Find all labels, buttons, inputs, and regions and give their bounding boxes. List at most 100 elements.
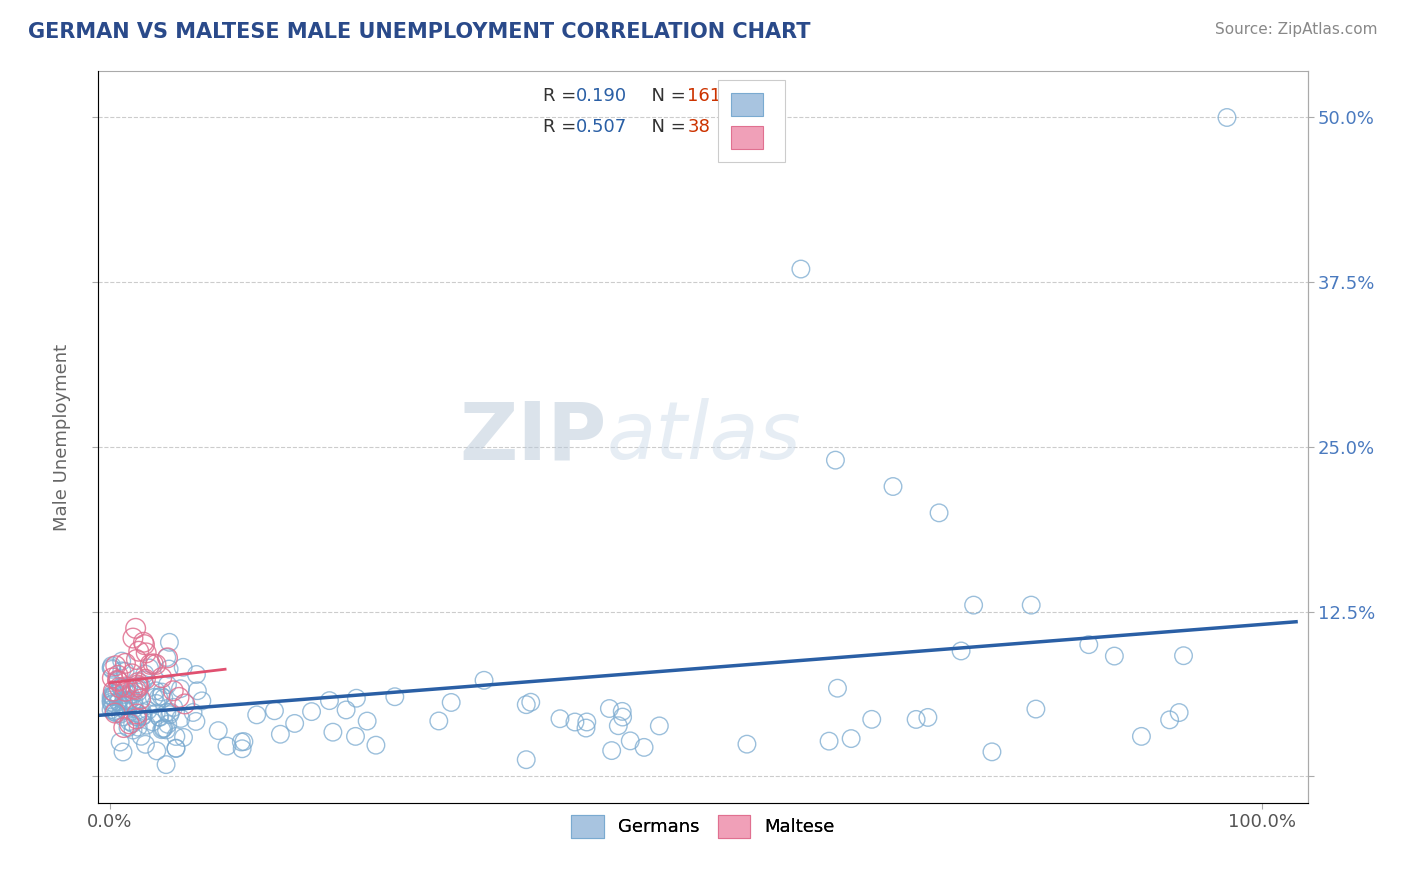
Point bbox=[114, 665, 136, 679]
Text: 161: 161 bbox=[688, 87, 721, 104]
Point bbox=[156, 650, 179, 665]
Point bbox=[1077, 638, 1099, 652]
Point bbox=[127, 678, 149, 692]
Point bbox=[107, 673, 129, 687]
Point bbox=[118, 717, 141, 731]
Point bbox=[231, 741, 253, 756]
Point bbox=[100, 658, 122, 673]
Point bbox=[284, 716, 307, 731]
Point bbox=[114, 657, 136, 671]
Point bbox=[134, 666, 156, 681]
Point bbox=[112, 693, 135, 707]
Point bbox=[111, 664, 134, 678]
Point bbox=[157, 662, 180, 676]
Point bbox=[150, 723, 173, 737]
Point bbox=[132, 635, 155, 649]
Point bbox=[633, 740, 655, 755]
Point bbox=[515, 753, 537, 767]
Point bbox=[735, 737, 758, 751]
Point bbox=[122, 698, 145, 713]
Point bbox=[103, 684, 125, 698]
Point bbox=[301, 705, 323, 719]
Point bbox=[104, 704, 127, 718]
Point bbox=[145, 706, 167, 721]
Point bbox=[962, 598, 984, 612]
Point bbox=[107, 695, 129, 709]
Point bbox=[114, 680, 136, 694]
Text: GERMAN VS MALTESE MALE UNEMPLOYMENT CORRELATION CHART: GERMAN VS MALTESE MALE UNEMPLOYMENT CORR… bbox=[28, 22, 811, 42]
Point bbox=[648, 719, 671, 733]
Point bbox=[125, 712, 148, 726]
Point bbox=[118, 679, 141, 693]
Point bbox=[129, 729, 152, 743]
Point bbox=[142, 714, 165, 729]
Point bbox=[344, 691, 367, 706]
Point bbox=[112, 710, 135, 724]
Point bbox=[165, 741, 187, 756]
Point bbox=[1216, 111, 1239, 125]
Point bbox=[150, 671, 173, 685]
Point bbox=[519, 695, 541, 709]
Point bbox=[159, 707, 181, 722]
Point bbox=[156, 650, 179, 665]
Point bbox=[127, 675, 149, 690]
Point bbox=[127, 685, 149, 699]
Point bbox=[1168, 706, 1191, 720]
Point bbox=[612, 710, 634, 724]
Point bbox=[184, 714, 207, 729]
Point bbox=[152, 721, 174, 735]
Point bbox=[135, 718, 157, 732]
Text: R =: R = bbox=[543, 118, 582, 136]
Point bbox=[117, 694, 139, 708]
Point bbox=[129, 679, 152, 693]
Point bbox=[152, 690, 174, 705]
Point bbox=[917, 710, 939, 724]
Point bbox=[191, 694, 214, 708]
Point bbox=[818, 734, 841, 748]
Point bbox=[112, 721, 135, 735]
Point bbox=[108, 735, 131, 749]
Point bbox=[860, 712, 883, 726]
Point bbox=[120, 692, 142, 706]
Point bbox=[107, 668, 129, 682]
Text: N =: N = bbox=[640, 118, 692, 136]
Point bbox=[181, 706, 204, 720]
Text: ZIP: ZIP bbox=[458, 398, 606, 476]
Point bbox=[103, 696, 125, 710]
Point bbox=[145, 657, 167, 672]
Point bbox=[107, 673, 129, 688]
Point bbox=[122, 631, 145, 645]
Point bbox=[186, 683, 208, 698]
Point bbox=[839, 731, 862, 746]
Point bbox=[548, 712, 571, 726]
Point bbox=[619, 734, 641, 748]
Point bbox=[100, 695, 122, 709]
Point bbox=[231, 735, 253, 749]
Point bbox=[117, 721, 139, 735]
Point bbox=[169, 681, 191, 696]
Point bbox=[124, 621, 146, 635]
Point bbox=[107, 674, 129, 689]
Point bbox=[162, 683, 184, 698]
Point bbox=[134, 737, 156, 751]
Point bbox=[364, 738, 387, 752]
Text: atlas: atlas bbox=[606, 398, 801, 476]
Point bbox=[100, 703, 122, 717]
Text: 38: 38 bbox=[688, 118, 710, 136]
Point bbox=[564, 714, 586, 729]
Point bbox=[111, 745, 134, 759]
Point bbox=[114, 684, 136, 698]
Y-axis label: Male Unemployment: Male Unemployment bbox=[53, 343, 72, 531]
Point bbox=[112, 702, 135, 716]
Point bbox=[104, 658, 127, 673]
Point bbox=[472, 673, 495, 688]
Point bbox=[122, 687, 145, 701]
Point bbox=[156, 717, 179, 731]
Point bbox=[100, 693, 122, 707]
Point bbox=[132, 706, 155, 720]
Point bbox=[104, 706, 127, 720]
Text: R =: R = bbox=[543, 87, 582, 104]
Point bbox=[612, 705, 634, 719]
Point bbox=[142, 657, 165, 671]
Point bbox=[1104, 649, 1126, 664]
